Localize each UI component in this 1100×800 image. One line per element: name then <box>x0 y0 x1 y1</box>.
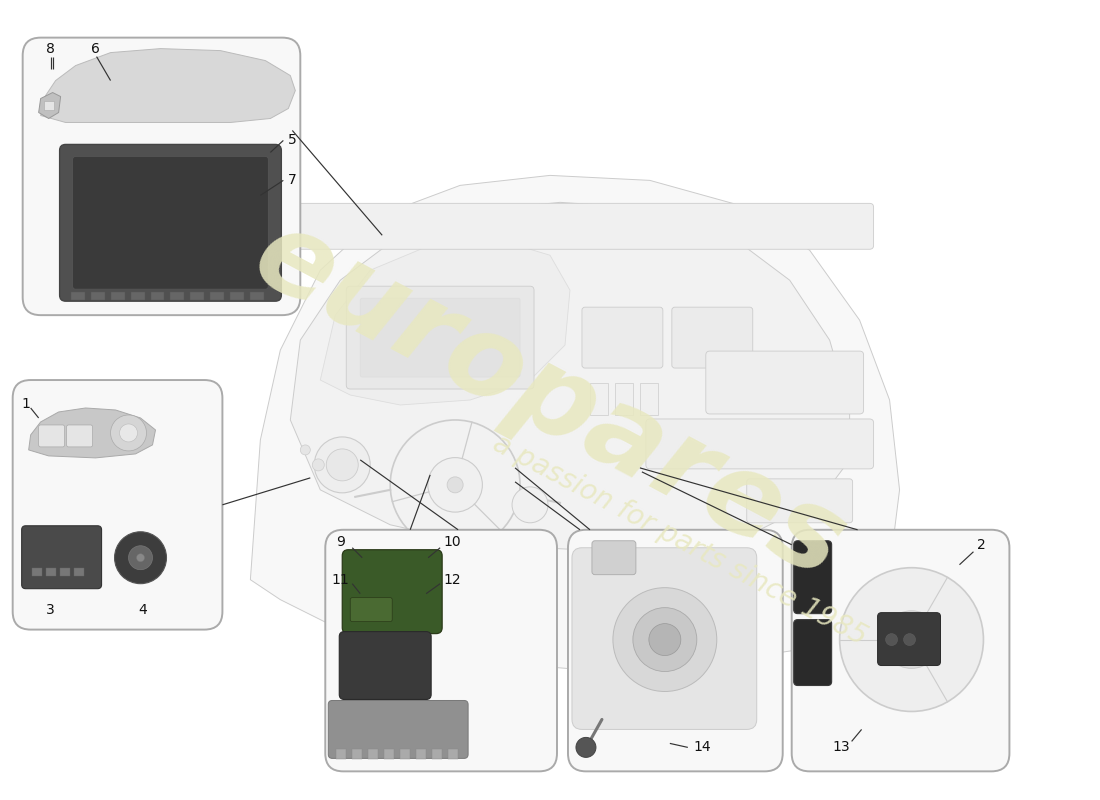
Bar <box>90 292 104 300</box>
Text: 2: 2 <box>977 538 986 552</box>
Bar <box>131 292 144 300</box>
Polygon shape <box>39 93 60 118</box>
Text: 13: 13 <box>833 740 850 754</box>
Bar <box>44 101 54 110</box>
Text: 10: 10 <box>443 534 461 549</box>
FancyBboxPatch shape <box>73 157 268 289</box>
Bar <box>151 292 165 300</box>
Bar <box>640 383 658 415</box>
FancyBboxPatch shape <box>346 286 534 389</box>
Circle shape <box>576 738 596 758</box>
Circle shape <box>512 487 548 522</box>
Circle shape <box>903 634 915 646</box>
Circle shape <box>300 445 310 455</box>
Text: 9: 9 <box>336 534 344 549</box>
Bar <box>74 568 84 576</box>
Circle shape <box>114 532 166 584</box>
Polygon shape <box>41 49 295 122</box>
FancyBboxPatch shape <box>67 425 92 447</box>
FancyBboxPatch shape <box>582 307 663 368</box>
FancyBboxPatch shape <box>706 351 864 414</box>
Polygon shape <box>290 202 849 550</box>
FancyBboxPatch shape <box>326 530 557 771</box>
Circle shape <box>136 554 144 562</box>
Bar <box>352 750 362 759</box>
Bar <box>337 750 346 759</box>
FancyBboxPatch shape <box>672 307 752 368</box>
Circle shape <box>649 624 681 655</box>
Text: 8: 8 <box>46 42 55 56</box>
FancyBboxPatch shape <box>350 598 393 622</box>
Bar <box>432 750 442 759</box>
FancyBboxPatch shape <box>39 425 65 447</box>
Bar <box>384 750 394 759</box>
Bar <box>590 383 608 415</box>
Bar <box>400 750 410 759</box>
Circle shape <box>129 546 153 570</box>
FancyBboxPatch shape <box>592 541 636 574</box>
Polygon shape <box>251 175 900 670</box>
FancyBboxPatch shape <box>792 530 1010 771</box>
FancyBboxPatch shape <box>59 145 282 301</box>
Text: 3: 3 <box>46 602 55 617</box>
FancyBboxPatch shape <box>568 530 783 771</box>
Bar <box>170 292 185 300</box>
Bar <box>210 292 224 300</box>
Bar <box>615 383 632 415</box>
Bar <box>111 292 124 300</box>
Text: 11: 11 <box>331 573 349 586</box>
Text: 1: 1 <box>21 397 30 411</box>
FancyBboxPatch shape <box>794 541 832 614</box>
Bar <box>230 292 244 300</box>
Circle shape <box>613 588 717 691</box>
Circle shape <box>428 458 483 512</box>
FancyBboxPatch shape <box>339 631 431 699</box>
Text: 12: 12 <box>443 573 461 586</box>
Bar <box>32 568 42 576</box>
Bar <box>416 750 426 759</box>
Bar <box>190 292 205 300</box>
FancyBboxPatch shape <box>794 620 832 686</box>
Text: 4: 4 <box>139 602 147 617</box>
FancyBboxPatch shape <box>282 203 873 250</box>
Text: europares: europares <box>236 198 864 602</box>
Text: 6: 6 <box>91 42 100 56</box>
Circle shape <box>312 459 324 471</box>
Circle shape <box>839 568 983 711</box>
FancyBboxPatch shape <box>22 526 101 589</box>
Text: 14: 14 <box>693 740 711 754</box>
Bar <box>448 750 458 759</box>
Text: 5: 5 <box>288 134 297 147</box>
Text: 7: 7 <box>288 174 297 187</box>
Circle shape <box>886 634 898 646</box>
Polygon shape <box>320 240 570 405</box>
Text: a passion for parts since 1985: a passion for parts since 1985 <box>488 429 871 650</box>
Bar <box>251 292 264 300</box>
Bar <box>368 750 378 759</box>
FancyBboxPatch shape <box>747 479 852 522</box>
FancyBboxPatch shape <box>13 380 222 630</box>
Circle shape <box>327 449 359 481</box>
FancyBboxPatch shape <box>342 550 442 634</box>
Circle shape <box>883 611 940 668</box>
FancyBboxPatch shape <box>572 548 757 730</box>
Polygon shape <box>29 408 155 458</box>
Circle shape <box>315 437 371 493</box>
Circle shape <box>632 608 696 671</box>
Circle shape <box>111 415 146 451</box>
FancyBboxPatch shape <box>328 701 469 758</box>
Bar <box>59 568 69 576</box>
FancyBboxPatch shape <box>360 298 520 377</box>
Circle shape <box>120 424 138 442</box>
Bar <box>45 568 56 576</box>
FancyBboxPatch shape <box>878 613 940 666</box>
FancyBboxPatch shape <box>23 38 300 315</box>
Circle shape <box>447 477 463 493</box>
FancyBboxPatch shape <box>646 419 873 469</box>
Bar <box>70 292 85 300</box>
